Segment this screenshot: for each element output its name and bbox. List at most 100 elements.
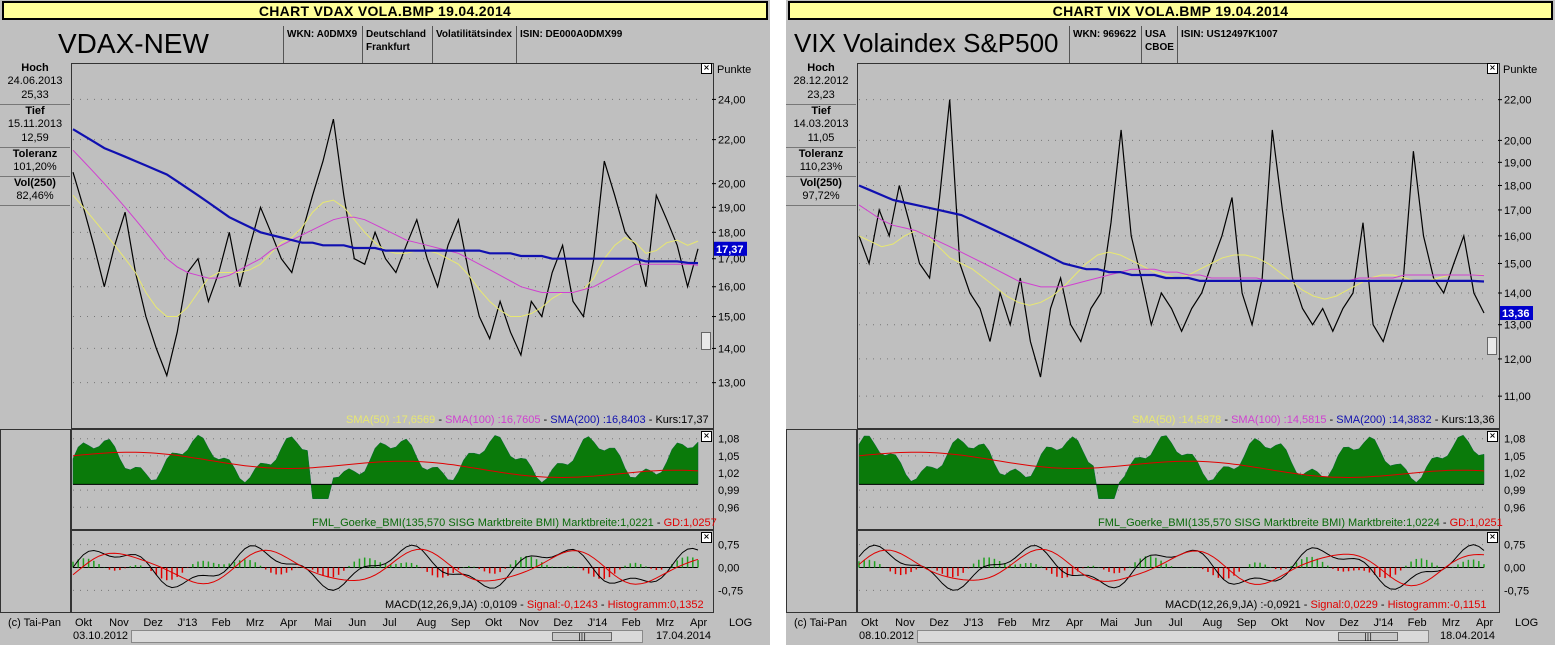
month-label: Sep (450, 617, 471, 629)
toleranz-label: Toleranz (798, 148, 844, 160)
current-price-label: 13,36 (1502, 308, 1530, 320)
month-label: Jul (382, 617, 397, 629)
close-icon[interactable]: × (1487, 431, 1498, 442)
legend-sma50: SMA(50) :17,6569 (346, 414, 436, 426)
tief-label: Tief (811, 105, 831, 117)
scale-mode-log[interactable]: LOG (729, 617, 753, 629)
tief-value: 11,05 (807, 132, 835, 144)
series-sma-100- (858, 204, 1485, 288)
legend-histogram: Histogramm:-0,1151 (1387, 599, 1487, 611)
bmi-area (72, 434, 699, 499)
series-sma-100- (72, 149, 699, 293)
y-tick-label: 18,00 (718, 227, 746, 239)
month-label: Dez (1339, 617, 1359, 629)
month-label: Aug (416, 617, 437, 629)
category-cell: Volatilitätsindex (432, 26, 516, 64)
close-icon[interactable]: × (701, 431, 712, 442)
hoch-label: Hoch (21, 62, 49, 74)
legend-sma100: SMA(100) :14,5815 (1231, 414, 1327, 426)
macd-line (72, 544, 699, 591)
scrollbar-thumb[interactable]: ||| (552, 632, 612, 641)
window-title: CHART VDAX VOLA.BMP 19.04.2014 (2, 1, 768, 20)
month-label: Jul (1168, 617, 1183, 629)
close-icon[interactable]: × (1487, 532, 1498, 543)
instrument-header: VIX Volaindex S&P500 WKN: 969622 USA CBOE… (786, 26, 1555, 64)
sidebar-lower (786, 429, 857, 613)
month-label: Mrz (1441, 617, 1461, 629)
start-date: 03.10.2012 (73, 630, 129, 642)
legend-gd: GD:1,0257 (663, 517, 717, 529)
y-tick-label: 20,00 (718, 179, 746, 191)
current-price-label: 17,37 (716, 244, 744, 256)
bmi-tick-label: 0,96 (718, 502, 739, 514)
y-tick-label: 20,00 (1504, 135, 1532, 147)
tief-label: Tief (25, 105, 45, 117)
month-label: Dez (553, 617, 573, 629)
instrument-name: VDAX-NEW (58, 28, 209, 59)
legend-sma100: SMA(100) :16,7605 (445, 414, 541, 426)
month-label: Mrz (245, 617, 265, 629)
chart-canvas-vix: 22,00 20,00 19,00 18,00 17,00 16,00 15,00 14,00… (858, 95, 1533, 597)
wkn: WKN: 969622 (1073, 29, 1137, 40)
pane-resize-handle[interactable] (701, 332, 711, 350)
month-label: Sep (1236, 617, 1257, 629)
month-label: Feb (621, 617, 641, 629)
month-label: Jun (348, 617, 367, 629)
close-icon[interactable]: × (701, 532, 712, 543)
time-scrollbar[interactable]: ||| (131, 630, 643, 643)
y-tick-label: 13,00 (718, 378, 746, 390)
close-icon[interactable]: × (1487, 63, 1498, 74)
macd-signal-line (858, 548, 1485, 587)
y-tick-label: 11,00 (1504, 391, 1531, 403)
y-tick-label: 22,00 (718, 135, 746, 147)
macd-pane (857, 530, 1500, 613)
time-scrollbar[interactable]: ||| (917, 630, 1429, 643)
legend-bmi-row: FML_Goerke_BMI(135,570 SISG Marktbreite … (1098, 517, 1503, 529)
copyright: (c) Tai-Pan (794, 617, 847, 629)
y-tick-label: 18,00 (1504, 180, 1532, 192)
series-sma-200- (72, 128, 699, 265)
macd-tick-label: -0,75 (718, 585, 743, 597)
tief-value: 12,59 (21, 132, 49, 144)
macd-line (858, 544, 1485, 591)
month-label: Dez (143, 617, 163, 629)
bmi-tick-label: 1,08 (718, 434, 739, 446)
month-label: Feb (1407, 617, 1427, 629)
scale-mode-log[interactable]: LOG (1515, 617, 1539, 629)
legend-kurs: Kurs:17,37 (655, 414, 709, 426)
vol-value: 82,46% (16, 190, 54, 202)
y-tick-label: 22,00 (1504, 95, 1532, 107)
month-label: Feb (211, 617, 231, 629)
chart-window-vdax: CHART VDAX VOLA.BMP 19.04.2014 VDAX-NEW … (0, 0, 770, 645)
series-sma-200- (858, 184, 1485, 283)
chart-canvas-vdax: 24,00 22,00 20,00 19,00 18,00 17,00 16,00 15,00… (72, 94, 747, 597)
wkn-cell: WKN: A0DMX9 (283, 26, 362, 64)
wkn: WKN: A0DMX9 (287, 29, 358, 40)
isin-cell: ISIN: US12497K1007 (1177, 26, 1553, 64)
month-label: Feb (997, 617, 1017, 629)
exchange-cell: USA CBOE (1141, 26, 1177, 64)
legend-macd: MACD(12,26,9,JA) :0,0109 (385, 599, 518, 611)
bmi-tick-label: 1,02 (718, 468, 739, 480)
bmi-gd-line (858, 451, 1485, 479)
month-label: Mrz (655, 617, 675, 629)
isin: ISIN: DE000A0DMX99 (520, 29, 623, 40)
price-pane (857, 63, 1500, 429)
vol-value: 97,72% (802, 190, 840, 202)
y-tick-label: 12,00 (1504, 354, 1532, 366)
close-icon[interactable]: × (701, 63, 712, 74)
month-label: J'14 (1373, 617, 1394, 629)
month-label: Apr (1066, 617, 1084, 629)
month-label: Dez (929, 617, 949, 629)
scrollbar-thumb[interactable]: ||| (1338, 632, 1398, 641)
y-tick-label: 17,00 (718, 254, 746, 266)
macd-tick-label: 0,75 (1504, 540, 1525, 552)
month-label: Jun (1134, 617, 1153, 629)
y-tick-label: 17,00 (1504, 205, 1532, 217)
exchange-country: USA (1145, 29, 1167, 40)
exchange-country: Deutschland (366, 29, 427, 40)
current-price-tag (1500, 306, 1533, 321)
y-tick-label: 19,00 (718, 202, 746, 214)
pane-resize-handle[interactable] (1487, 337, 1497, 355)
month-label: Mai (1100, 617, 1118, 629)
